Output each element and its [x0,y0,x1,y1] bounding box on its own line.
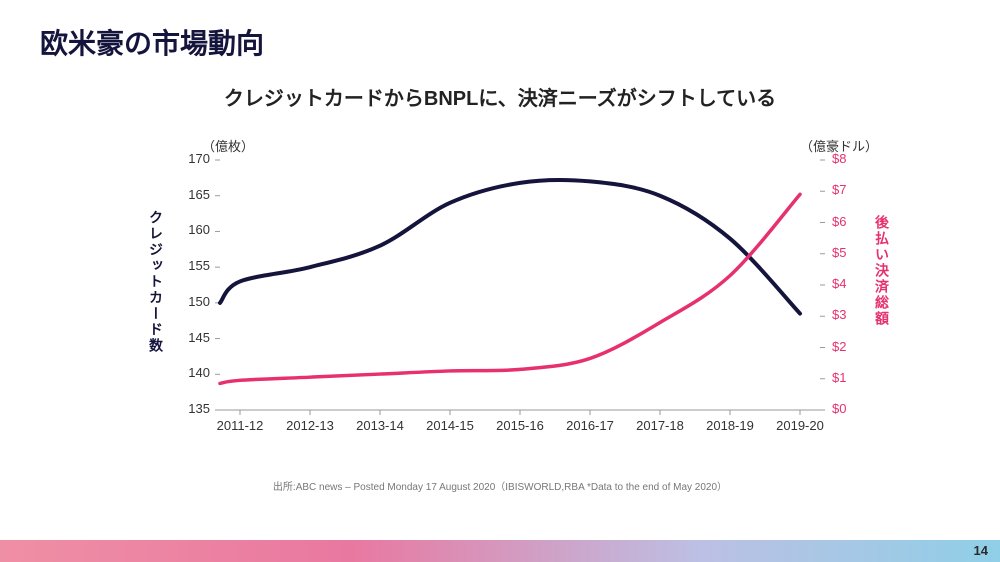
dual-axis-chart: （億枚）（億豪ドル）クレジットカード数後払い決済総額13514014515015… [100,130,900,460]
page-number: 14 [974,540,988,562]
footer-gradient-bar [0,540,1000,562]
slide: 欧米豪の市場動向 クレジットカードからBNPLに、決済ニーズがシフトしている （… [0,0,1000,562]
chart-svg [100,130,900,460]
series-bnpl-total [220,194,800,383]
slide-title: 欧米豪の市場動向 [40,22,264,62]
source-note: 出所:ABC news – Posted Monday 17 August 20… [0,478,1000,493]
series-credit-cards [220,180,800,314]
slide-subtitle: クレジットカードからBNPLに、決済ニーズがシフトしている [0,82,1000,111]
